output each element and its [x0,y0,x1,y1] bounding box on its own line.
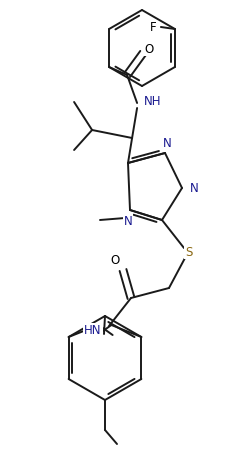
Text: O: O [144,43,153,55]
Text: HN: HN [84,323,101,337]
Text: N: N [162,136,171,149]
Text: N: N [123,214,132,228]
Text: N: N [189,181,197,195]
Text: F: F [149,21,155,33]
Text: NH: NH [144,94,161,108]
Text: S: S [185,245,192,258]
Text: O: O [110,253,119,267]
